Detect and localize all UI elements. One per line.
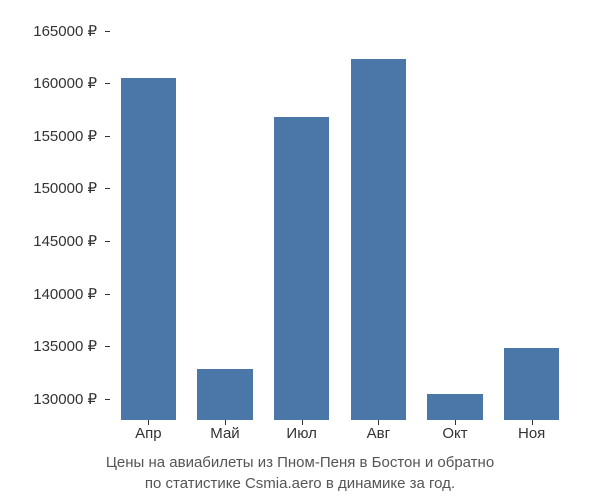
y-axis: 130000 ₽ 135000 ₽ 140000 ₽ 145000 ₽ 150000 ₽… <box>0 20 105 420</box>
x-tick-mark <box>455 420 456 425</box>
y-tick-mark <box>105 399 110 400</box>
x-tick-label: Май <box>210 425 239 442</box>
y-tick-mark <box>105 241 110 242</box>
y-tick-label: 165000 ₽ <box>33 22 97 40</box>
y-tick-mark <box>105 188 110 189</box>
y-tick-mark <box>105 136 110 137</box>
x-tick-mark <box>148 420 149 425</box>
x-tick-label: Июл <box>286 425 316 442</box>
y-tick-label: 130000 ₽ <box>33 390 97 408</box>
x-tick-mark <box>302 420 303 425</box>
price-bar-chart: 130000 ₽ 135000 ₽ 140000 ₽ 145000 ₽ 150000 ₽… <box>0 0 600 500</box>
y-tick-label: 150000 ₽ <box>33 179 97 197</box>
x-tick-label: Авг <box>367 425 390 442</box>
x-tick-mark <box>532 420 533 425</box>
plot-area <box>110 20 570 420</box>
y-tick-label: 135000 ₽ <box>33 337 97 355</box>
caption-line-2: по статистике Csmia.aero в динамике за г… <box>0 473 600 494</box>
x-tick-mark <box>225 420 226 425</box>
x-tick-label: Ноя <box>518 425 545 442</box>
y-tick-mark <box>105 31 110 32</box>
caption-line-1: Цены на авиабилеты из Пном-Пеня в Бостон… <box>0 452 600 473</box>
x-tick-label: Окт <box>442 425 467 442</box>
x-tick-mark <box>378 420 379 425</box>
y-tick-label: 155000 ₽ <box>33 127 97 145</box>
chart-caption: Цены на авиабилеты из Пном-Пеня в Бостон… <box>0 452 600 494</box>
bar <box>274 117 329 420</box>
x-axis: Апр Май Июл Авг Окт Ноя <box>110 425 570 450</box>
bar <box>504 348 559 420</box>
bar <box>427 394 482 420</box>
y-tick-mark <box>105 83 110 84</box>
y-tick-label: 145000 ₽ <box>33 232 97 250</box>
bar <box>351 59 406 420</box>
bar <box>121 78 176 420</box>
y-tick-mark <box>105 294 110 295</box>
bar <box>197 369 252 420</box>
y-tick-label: 140000 ₽ <box>33 285 97 303</box>
x-tick-label: Апр <box>135 425 161 442</box>
y-tick-label: 160000 ₽ <box>33 74 97 92</box>
y-tick-mark <box>105 346 110 347</box>
